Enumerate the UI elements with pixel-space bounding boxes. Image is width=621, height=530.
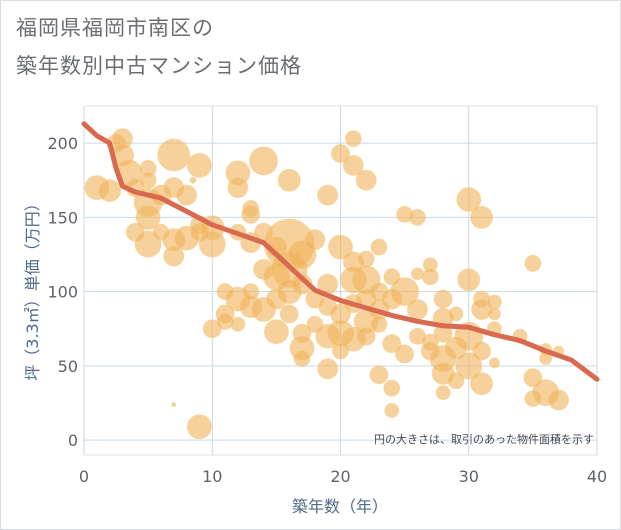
data-point-bubble bbox=[383, 379, 401, 397]
data-point-bubble bbox=[410, 267, 424, 281]
data-point-bubble bbox=[470, 372, 494, 396]
data-point-bubble bbox=[139, 171, 157, 189]
data-point-bubble bbox=[241, 204, 261, 224]
data-point-bubble bbox=[455, 352, 483, 380]
bubble-layer bbox=[84, 128, 570, 440]
data-point-bubble bbox=[486, 294, 502, 310]
data-point-bubble bbox=[421, 268, 439, 286]
x-tick-label: 40 bbox=[587, 467, 607, 486]
data-point-bubble bbox=[369, 365, 389, 385]
data-point-bubble bbox=[472, 341, 492, 361]
data-point-bubble bbox=[98, 179, 122, 203]
data-point-bubble bbox=[198, 230, 226, 258]
data-point-bubble bbox=[163, 245, 185, 267]
data-point-bubble bbox=[227, 177, 249, 199]
data-point-bubble bbox=[487, 307, 501, 321]
data-point-bubble bbox=[395, 344, 415, 364]
data-point-bubble bbox=[548, 389, 570, 411]
data-point-bubble bbox=[382, 334, 402, 354]
data-point-bubble bbox=[344, 130, 362, 148]
chart-title-line-1: 福岡県福岡市南区の bbox=[16, 16, 214, 40]
x-tick-label: 20 bbox=[330, 467, 350, 486]
data-point-bubble bbox=[524, 254, 542, 272]
y-tick-label: 50 bbox=[58, 357, 78, 376]
data-point-bubble bbox=[230, 316, 246, 332]
data-point-bubble bbox=[370, 238, 388, 256]
data-point-bubble bbox=[433, 289, 453, 309]
data-point-bubble bbox=[342, 154, 364, 176]
data-point-bubble bbox=[277, 168, 301, 192]
x-tick-label: 30 bbox=[459, 467, 479, 486]
y-tick-label: 200 bbox=[47, 134, 78, 153]
data-point-bubble bbox=[263, 319, 289, 345]
average-price-line bbox=[81, 121, 600, 382]
data-point-bubble bbox=[135, 204, 161, 230]
data-point-bubble bbox=[390, 277, 420, 307]
data-point-bubble bbox=[457, 268, 481, 292]
data-point-bubble bbox=[384, 402, 400, 418]
data-point-bubble bbox=[406, 298, 428, 320]
data-point-bubble bbox=[216, 312, 234, 330]
data-point-bubble bbox=[157, 138, 191, 172]
data-point-bubble bbox=[456, 187, 482, 213]
data-point-bubble bbox=[447, 372, 465, 390]
data-point-bubble bbox=[470, 205, 494, 229]
data-point-bubble bbox=[304, 229, 326, 251]
data-point-bubble bbox=[189, 176, 197, 184]
data-point-bubble bbox=[293, 349, 311, 367]
grid-lines bbox=[83, 105, 598, 456]
data-point-bubble bbox=[328, 234, 353, 260]
data-point-bubble bbox=[408, 208, 426, 226]
x-tick-label: 10 bbox=[202, 467, 222, 486]
data-point-bubble bbox=[317, 184, 339, 206]
data-point-bubble bbox=[435, 385, 451, 401]
data-point-bubble bbox=[186, 414, 212, 440]
data-point-bubble bbox=[171, 402, 177, 408]
y-tick-label: 100 bbox=[47, 283, 78, 302]
data-point-bubble bbox=[355, 169, 377, 191]
data-point-bubble bbox=[370, 315, 388, 333]
data-point-bubble bbox=[176, 184, 198, 206]
chart-title-line-2: 築年数別中古マンション価格 bbox=[16, 54, 302, 78]
data-point-bubble bbox=[488, 357, 500, 369]
bubble-size-note: 円の大きさは、取引のあった物件面積を示す bbox=[374, 432, 594, 446]
tick-labels: 0 10 20 30 40 0 50 100 150 200 bbox=[47, 134, 607, 486]
data-point-bubble bbox=[186, 152, 212, 178]
y-tick-label: 0 bbox=[68, 431, 78, 450]
data-point-bubble bbox=[448, 306, 464, 322]
y-axis-label: 坪（3.3㎡）単価（万円） bbox=[23, 195, 42, 380]
x-axis-label: 築年数（年） bbox=[292, 497, 388, 516]
data-point-bubble bbox=[356, 326, 376, 346]
data-point-bubble bbox=[357, 250, 375, 268]
data-point-bubble bbox=[331, 144, 350, 164]
data-point-bubble bbox=[279, 304, 299, 324]
x-tick-label: 0 bbox=[79, 467, 89, 486]
data-point-bubble bbox=[249, 146, 279, 176]
y-tick-label: 150 bbox=[47, 208, 78, 227]
data-point-bubble bbox=[317, 358, 339, 380]
